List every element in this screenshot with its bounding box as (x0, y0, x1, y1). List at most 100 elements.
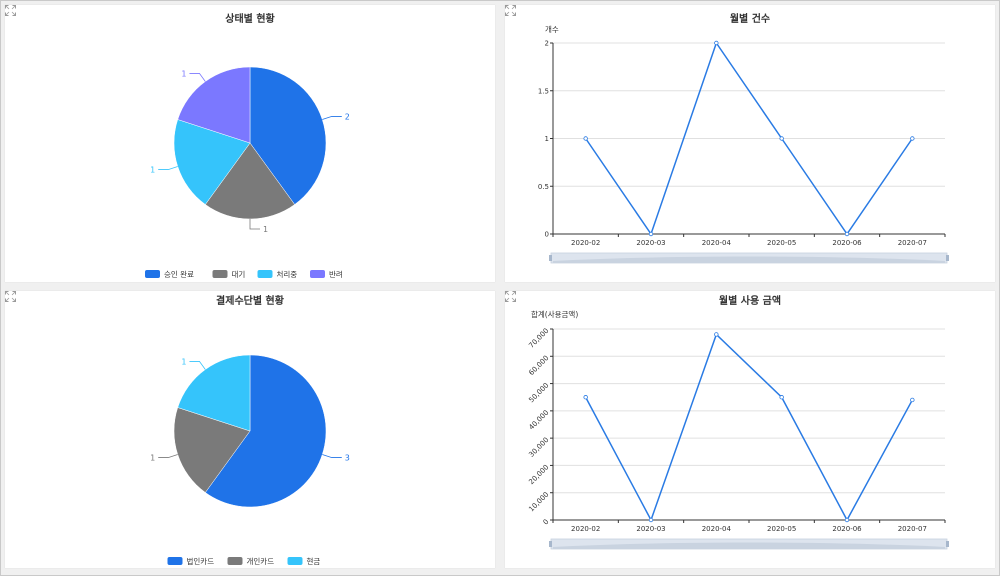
zoom-handle-left[interactable] (549, 541, 552, 547)
y-tick-label: 0 (542, 518, 551, 527)
expand-icon[interactable] (5, 5, 16, 16)
y-tick-label: 40,000 (527, 409, 550, 432)
series-point[interactable] (648, 517, 654, 523)
monthly-count-line-chart: 월별 건수 개수 0 0.5 1 1.5 2 2020-02 2020-03 2020-04 2… (538, 12, 949, 264)
x-tick-label: 2020-02 (571, 239, 600, 247)
series-point[interactable] (844, 517, 850, 523)
pie-slice[interactable] (249, 66, 327, 205)
pie-value-label: 3 (345, 454, 350, 463)
series-point[interactable] (844, 231, 850, 237)
legend-item[interactable]: 현금 (287, 557, 321, 566)
legend-item[interactable]: 법인카드 (167, 556, 215, 566)
pie-value-label: 1 (181, 357, 186, 366)
pie-label-line (322, 116, 342, 120)
pie-label-line (189, 73, 206, 82)
pie-slice[interactable] (173, 119, 251, 205)
monthly-count-zoom-slider[interactable] (549, 252, 949, 264)
pie-value-label: 2 (345, 112, 350, 121)
y-tick-label: 2 (545, 40, 549, 48)
payment-chart-panel: 결제수단별 현황 3 1 1 법인카드 개인카드 현금 (5, 291, 495, 568)
y-tick-label: 50,000 (527, 381, 550, 404)
monthly-amount-line-chart: 월별 사용 금액 합계(사용금액) 0 10,000 20,000 30,000 40,… (527, 294, 949, 550)
legend-swatch (310, 270, 325, 278)
legend-item[interactable]: 개인카드 (227, 556, 275, 566)
zoom-handle-right[interactable] (946, 255, 949, 261)
monthly-count-axes: 0 0.5 1 1.5 2 2020-02 2020-03 2020-04 2020-05 202… (538, 40, 946, 247)
x-tick-label: 2020-03 (636, 525, 665, 533)
x-tick-label: 2020-05 (767, 525, 796, 533)
pie-value-label: 1 (181, 69, 186, 78)
zoom-handle-right[interactable] (946, 541, 949, 547)
series-point[interactable] (779, 136, 784, 141)
series-point[interactable] (583, 395, 588, 400)
monthly-amount-chart-panel: 월별 사용 금액 합계(사용금액) 0 10,000 20,000 30,000 40,… (505, 291, 995, 568)
monthly-amount-y-axis-name: 합계(사용금액) (531, 309, 578, 319)
y-tick-label: 0.5 (538, 183, 549, 191)
expand-icon[interactable] (5, 291, 16, 302)
pie-value-label: 1 (150, 454, 155, 463)
legend-swatch (287, 557, 303, 565)
status-chart-panel: 상태별 현황 2 1 1 1 승인 완료 대기 처리중 반려 (5, 5, 495, 282)
monthly-amount-title: 월별 사용 금액 (719, 294, 781, 307)
legend-swatch (167, 557, 183, 565)
legend-item[interactable]: 승인 완료 (145, 269, 194, 279)
x-tick-label: 2020-07 (898, 525, 927, 533)
pie-slice[interactable] (173, 407, 251, 493)
pie-label-line (249, 219, 260, 230)
x-tick-label: 2020-04 (702, 525, 732, 533)
status-chart-title: 상태별 현황 (225, 12, 275, 25)
legend-swatch (145, 270, 160, 278)
monthly-count-grid (553, 42, 945, 187)
payment-pie-chart: 결제수단별 현황 3 1 1 법인카드 개인카드 현금 (150, 294, 350, 566)
pie-value-label: 1 (150, 166, 155, 175)
payment-pie-labels: 3 1 1 (150, 357, 350, 462)
y-tick-label: 70,000 (527, 327, 550, 350)
x-tick-label: 2020-06 (832, 239, 862, 247)
legend-label: 법인카드 (187, 556, 215, 566)
status-pie-slices (173, 66, 327, 220)
zoom-handle-left[interactable] (549, 255, 552, 261)
series-point[interactable] (583, 136, 588, 141)
x-tick-label: 2020-07 (898, 239, 927, 247)
legend-item[interactable]: 대기 (212, 270, 246, 279)
series-point[interactable] (910, 136, 915, 141)
y-tick-label: 30,000 (527, 436, 550, 459)
y-tick-label: 10,000 (527, 490, 550, 513)
legend-item[interactable]: 처리중 (257, 270, 298, 279)
zoom-slider-shadow (553, 256, 945, 263)
pie-slice[interactable] (177, 354, 251, 432)
x-tick-label: 2020-03 (636, 239, 665, 247)
pie-slice[interactable] (177, 66, 251, 144)
expand-icon[interactable] (505, 291, 516, 302)
expand-icon[interactable] (505, 5, 516, 16)
series-point[interactable] (910, 397, 915, 403)
series-point[interactable] (714, 40, 719, 46)
pie-label-line (322, 454, 342, 458)
series-point[interactable] (779, 395, 784, 400)
payment-pie-slices (173, 354, 327, 508)
legend-label: 대기 (232, 270, 246, 279)
pie-value-label: 1 (263, 225, 268, 234)
series-line (585, 41, 913, 236)
legend-label: 개인카드 (247, 556, 275, 566)
pie-label-line (158, 454, 178, 458)
series-point[interactable] (648, 231, 654, 237)
x-tick-label: 2020-06 (832, 525, 862, 533)
legend-label: 승인 완료 (164, 269, 194, 279)
payment-legend[interactable]: 법인카드 개인카드 현금 (167, 556, 321, 566)
monthly-amount-series (583, 332, 915, 523)
legend-item[interactable]: 반려 (310, 269, 343, 279)
monthly-amount-zoom-slider[interactable] (549, 538, 949, 550)
pie-label-line (158, 166, 178, 170)
legend-label: 현금 (307, 557, 321, 566)
monthly-amount-axes: 0 10,000 20,000 30,000 40,000 50,000 60,000 70,… (527, 327, 946, 533)
legend-swatch (257, 270, 273, 278)
series-line (585, 333, 913, 522)
status-pie-chart: 상태별 현황 2 1 1 1 승인 완료 대기 처리중 반려 (145, 12, 350, 279)
legend-label: 반려 (329, 269, 343, 279)
series-point[interactable] (714, 332, 719, 337)
monthly-amount-grid (553, 328, 945, 494)
y-tick-label: 0 (545, 231, 549, 239)
pie-slice[interactable] (204, 142, 296, 220)
status-legend[interactable]: 승인 완료 대기 처리중 반려 (145, 269, 343, 279)
